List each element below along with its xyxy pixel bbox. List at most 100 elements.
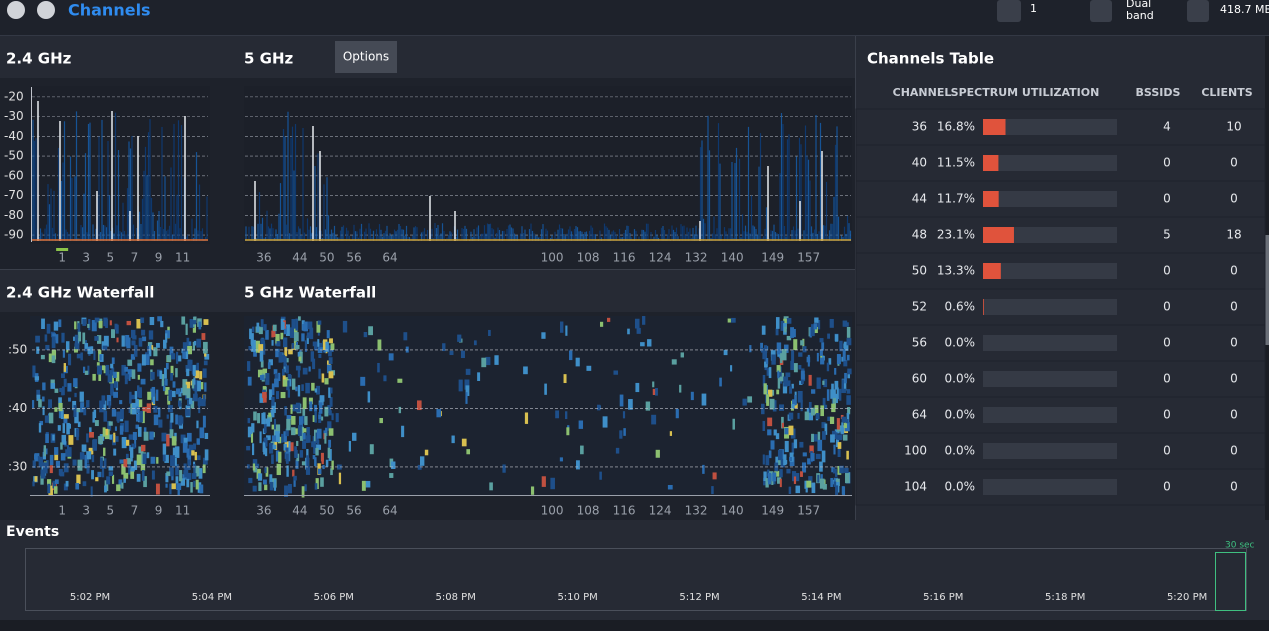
- waterfall-cell: [309, 327, 314, 340]
- waterfall-cell: [260, 360, 264, 368]
- x-tick-label: 116: [613, 251, 636, 265]
- waterfall-cell: [730, 365, 733, 372]
- waterfall-cell: [151, 470, 155, 480]
- waterfall-cell: [42, 396, 45, 402]
- x-tick-label: 7: [131, 504, 139, 518]
- selected-channel[interactable]: [56, 248, 69, 251]
- timeline: [25, 548, 1247, 611]
- waterfall-cell: [780, 320, 785, 331]
- scroll-thumb[interactable]: [1265, 235, 1269, 345]
- waterfall-cell: [54, 479, 59, 484]
- waterfall-cell: [54, 407, 58, 412]
- waterfall-cell: [135, 424, 140, 429]
- waterfall-cell: [779, 478, 782, 488]
- waterfall-cell: [321, 416, 324, 421]
- memory-icon[interactable]: [1187, 0, 1209, 22]
- waterfall-cell: [134, 391, 138, 400]
- waterfall-cell: [292, 469, 295, 477]
- waterfall-cell: [328, 371, 334, 379]
- waterfall-cell: [182, 379, 188, 389]
- waterfall-cell: [775, 317, 780, 329]
- waterfall-cell: [783, 376, 789, 387]
- waterfall-cell: [202, 464, 206, 474]
- waterfall-cell: [318, 414, 322, 420]
- waterfall-cell: [771, 389, 775, 396]
- waterfall-cell: [68, 435, 74, 445]
- waterfall-cell: [65, 449, 69, 457]
- waterfall-cell: [128, 444, 132, 451]
- column-header: CHANNEL: [893, 86, 952, 99]
- waterfall-cell: [157, 407, 161, 418]
- waterfall-cell: [63, 378, 67, 387]
- waterfall-cell: [251, 423, 255, 433]
- waterfall-cell: [63, 363, 67, 372]
- waterfall-cell: [278, 451, 282, 463]
- waterfall-cell: [251, 443, 255, 456]
- waterfall-cell: [149, 316, 155, 326]
- waterfall-cell: [823, 379, 828, 388]
- band-icon[interactable]: [1090, 0, 1112, 22]
- waterfall-cell: [331, 460, 334, 470]
- options-label[interactable]: Options: [343, 50, 389, 64]
- waterfall-cell: [106, 394, 112, 406]
- waterfall-cell: [846, 450, 849, 460]
- waterfall-cell: [151, 386, 156, 398]
- waterfall-cell: [645, 401, 651, 411]
- util-track: [983, 191, 1117, 207]
- waterfall-cell: [560, 321, 564, 333]
- x-tick-label: 44: [292, 504, 307, 518]
- waterfall-cell: [283, 364, 288, 373]
- waterfall-cell: [835, 432, 838, 439]
- waterfall-cell: [816, 377, 821, 389]
- waterfall-cell: [290, 404, 293, 414]
- waterfall-cell: [186, 388, 191, 399]
- waterfall-cell: [165, 333, 168, 343]
- menu-button[interactable]: [7, 1, 25, 19]
- waterfall-cell: [797, 390, 803, 403]
- waterfall-cell: [284, 485, 288, 497]
- cell: 104: [904, 480, 927, 494]
- cell: 56: [912, 336, 927, 350]
- waterfall-cell: [791, 350, 795, 362]
- cell: 0: [1230, 408, 1238, 422]
- waterfall-cell: [377, 362, 380, 373]
- waterfall-cell: [185, 381, 191, 394]
- waterfall-cell: [781, 349, 787, 361]
- waterfall-cell: [98, 436, 104, 445]
- waterfall-cell: [846, 326, 851, 338]
- waterfall-cell: [184, 466, 189, 478]
- waterfall-cell: [331, 413, 334, 421]
- waterfall-cell: [311, 441, 316, 448]
- waterfall-cell: [288, 349, 293, 355]
- waterfall-cell: [53, 321, 59, 331]
- wifi-icon[interactable]: [997, 0, 1021, 22]
- waterfall-cell: [817, 439, 823, 452]
- waterfall-cell: [781, 422, 784, 428]
- waterfall-cell: [165, 473, 169, 483]
- waterfall-cell: [185, 323, 188, 335]
- waterfall-cell: [844, 372, 847, 384]
- window-box[interactable]: [1215, 552, 1246, 611]
- waterfall-cell: [259, 393, 265, 403]
- cell: 36: [912, 120, 927, 134]
- waterfall-cell: [829, 416, 835, 424]
- waterfall-cell: [770, 440, 775, 450]
- waterfall-cell: [126, 458, 132, 465]
- back-button[interactable]: [37, 1, 55, 19]
- waterfall-cell: [821, 422, 826, 429]
- waterfall-cell: [461, 438, 467, 447]
- waterfall-cell: [80, 402, 85, 413]
- waterfall-cell: [847, 371, 851, 379]
- waterfall-cell: [524, 412, 529, 424]
- options-button[interactable]: [335, 41, 397, 73]
- waterfall-cell: [297, 367, 301, 378]
- waterfall-cell: [297, 385, 301, 397]
- waterfall-cell: [834, 393, 838, 404]
- waterfall-cell: [263, 447, 266, 455]
- waterfall-cell: [316, 428, 322, 439]
- waterfall-cell: [176, 483, 182, 490]
- events-panel: [0, 520, 1269, 631]
- waterfall-cell: [188, 341, 192, 346]
- waterfall-cell: [286, 415, 292, 420]
- waterfall-cell: [172, 381, 176, 388]
